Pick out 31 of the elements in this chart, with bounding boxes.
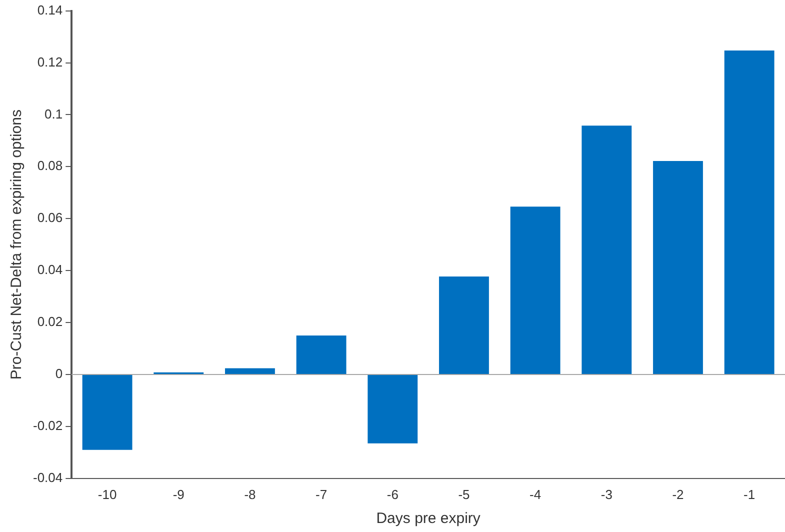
bar xyxy=(582,126,632,374)
y-tick-label: 0 xyxy=(55,366,63,382)
y-tick-label: -0.04 xyxy=(32,470,63,485)
bar xyxy=(439,276,489,374)
x-tick-label: -9 xyxy=(172,486,184,502)
x-tick-label: -7 xyxy=(316,486,328,502)
x-tick-label: -3 xyxy=(600,486,612,502)
x-tick-label: -8 xyxy=(244,486,256,502)
y-tick-label: 0.04 xyxy=(37,262,63,278)
x-tick-label: -5 xyxy=(458,486,470,502)
y-tick-label: 0.1 xyxy=(44,106,63,122)
y-tick-label: 0.02 xyxy=(37,314,63,330)
y-tick-label: 0.08 xyxy=(37,158,63,174)
x-tick-label: -6 xyxy=(386,486,398,502)
bar xyxy=(510,206,560,374)
x-tick-label: -1 xyxy=(744,486,756,502)
bar xyxy=(724,50,774,374)
x-tick-label: -2 xyxy=(672,486,684,502)
x-tick-label: -10 xyxy=(98,486,117,502)
y-tick-label: 0.12 xyxy=(37,54,63,70)
bar xyxy=(225,368,275,374)
y-tick-label: 0.14 xyxy=(37,2,63,18)
y-tick-label: 0.06 xyxy=(37,210,63,226)
x-tick-label: -4 xyxy=(530,486,542,502)
y-axis-title: Pro-Cust Net-Delta from expiring options xyxy=(8,110,26,380)
bar xyxy=(653,160,703,374)
bar xyxy=(296,336,346,374)
x-axis-title: Days pre expiry xyxy=(376,510,481,528)
bar xyxy=(368,374,418,444)
y-tick-label: -0.02 xyxy=(32,418,63,434)
bar xyxy=(82,374,132,450)
